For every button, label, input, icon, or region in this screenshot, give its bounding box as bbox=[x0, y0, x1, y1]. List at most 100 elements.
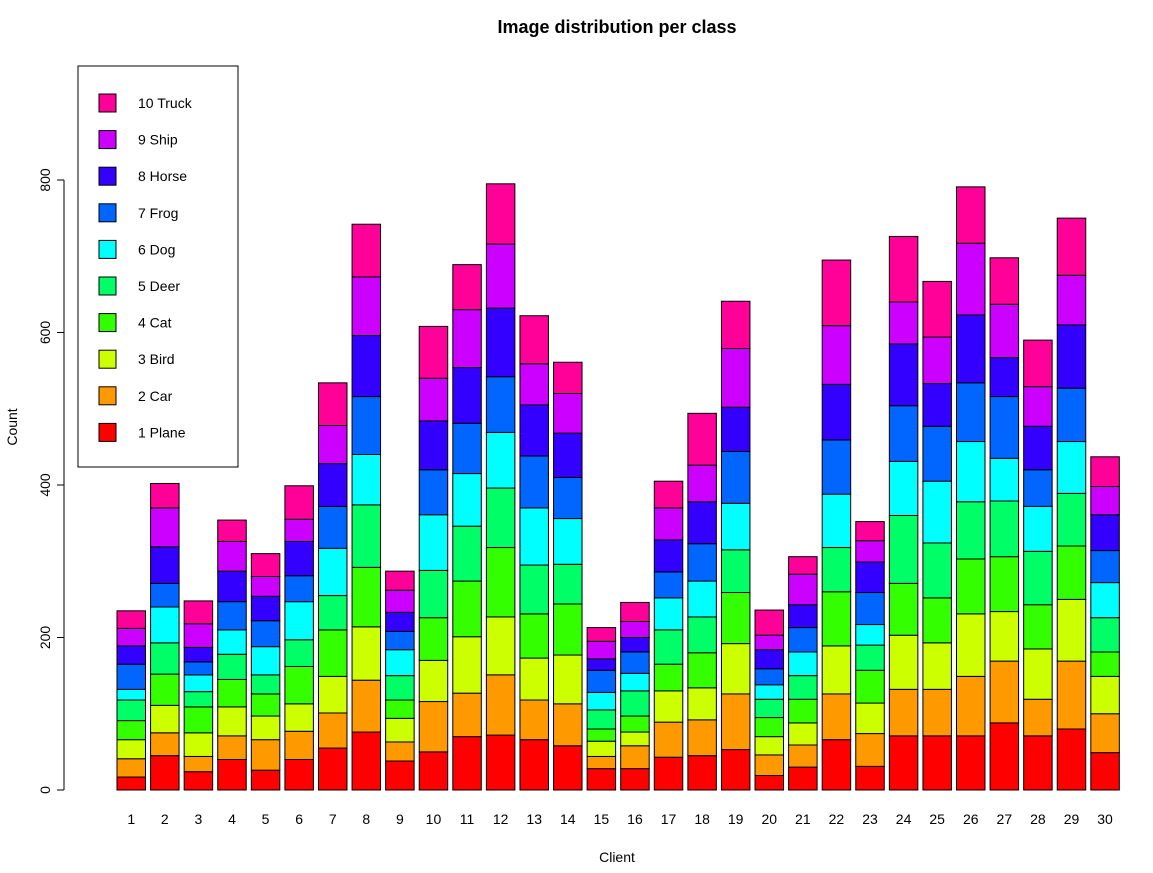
bar-segment-7-frog bbox=[788, 627, 818, 653]
bar-segment-9-ship bbox=[989, 303, 1020, 359]
bar-segment-6-dog bbox=[553, 518, 583, 565]
bar-segment-5-deer bbox=[250, 674, 281, 695]
bar-segment-7-frog bbox=[553, 476, 583, 520]
bar-segment-4-cat bbox=[250, 693, 281, 717]
bar-segment-9-ship bbox=[150, 507, 180, 548]
bar-segment-6-dog bbox=[385, 649, 415, 677]
bar-segment-8-horse bbox=[284, 540, 314, 577]
bar-segment-5-deer bbox=[284, 639, 314, 667]
bar-segment-6-dog bbox=[687, 580, 717, 618]
bar-segment-7-frog bbox=[217, 601, 247, 631]
bar-segment-10-truck bbox=[922, 280, 952, 338]
bar-segment-10-truck bbox=[788, 556, 818, 575]
bar-segment-4-cat bbox=[620, 715, 650, 733]
bar-segment-4-cat bbox=[217, 678, 247, 708]
bar-segment-5-deer bbox=[317, 595, 348, 631]
y-axis-label: Count bbox=[4, 408, 20, 445]
bar-segment-6-dog bbox=[620, 672, 650, 692]
x-tick-label: 24 bbox=[896, 811, 912, 827]
legend-entry-label: 8 Horse bbox=[138, 168, 187, 184]
bar-segment-10-truck bbox=[620, 601, 650, 622]
bar-segment-6-dog bbox=[485, 431, 516, 489]
bar-segment-2-car bbox=[989, 660, 1020, 724]
bar-segment-4-cat bbox=[1056, 545, 1087, 600]
x-axis-label: Client bbox=[599, 849, 635, 865]
bar-segment-8-horse bbox=[1090, 514, 1120, 552]
bar-segment-10-truck bbox=[855, 521, 885, 542]
bar-segment-10-truck bbox=[1056, 217, 1087, 276]
bar-segment-5-deer bbox=[519, 564, 549, 615]
x-tick-label: 18 bbox=[694, 811, 710, 827]
chart-title: Image distribution per class bbox=[497, 17, 736, 37]
bar-segment-10-truck bbox=[1023, 339, 1053, 388]
bar-segment-4-cat bbox=[720, 592, 751, 645]
bar-segment-8-horse bbox=[250, 595, 281, 622]
x-tick-label: 15 bbox=[594, 811, 610, 827]
bar-segment-5-deer bbox=[855, 644, 885, 671]
bar-segment-9-ship bbox=[250, 576, 281, 597]
bar-segment-6-dog bbox=[888, 460, 919, 516]
bar-segment-8-horse bbox=[385, 611, 415, 632]
bar-segment-9-ship bbox=[687, 464, 717, 503]
bar-segment-5-deer bbox=[418, 569, 449, 619]
bar-segment-9-ship bbox=[653, 507, 684, 541]
bar-segment-8-horse bbox=[855, 561, 885, 594]
bar-segment-1-plane bbox=[385, 760, 415, 791]
bar-segment-7-frog bbox=[720, 450, 751, 504]
bar-segment-1-plane bbox=[418, 751, 449, 791]
bar-segment-2-car bbox=[821, 693, 852, 741]
bar-segment-3-bird bbox=[553, 654, 583, 705]
bar-segment-10-truck bbox=[1090, 456, 1120, 488]
bar-segment-9-ship bbox=[485, 243, 516, 309]
bar-segment-3-bird bbox=[418, 659, 449, 703]
bar-segment-5-deer bbox=[888, 515, 919, 584]
bar-segment-1-plane bbox=[1023, 735, 1053, 791]
bar-segment-2-car bbox=[418, 701, 449, 753]
bar-segment-9-ship bbox=[821, 325, 852, 385]
bar-segment-2-car bbox=[922, 688, 952, 737]
bar-segment-8-horse bbox=[620, 637, 650, 653]
bar-segment-7-frog bbox=[385, 630, 415, 651]
legend-entry-label: 9 Ship bbox=[138, 132, 178, 148]
bar-segment-7-frog bbox=[183, 661, 214, 676]
bar-segment-7-frog bbox=[418, 469, 449, 516]
bar-segment-9-ship bbox=[385, 589, 415, 613]
bar-segment-6-dog bbox=[519, 507, 549, 566]
bar-segment-7-frog bbox=[956, 382, 986, 443]
bar-segment-2-car bbox=[687, 719, 717, 757]
bar-segment-10-truck bbox=[351, 223, 382, 278]
legend-swatch bbox=[98, 93, 117, 113]
bar-segment-1-plane bbox=[317, 747, 348, 791]
bar-segment-10-truck bbox=[720, 300, 751, 350]
bar-segment-7-frog bbox=[855, 592, 885, 626]
bar-segment-9-ship bbox=[720, 348, 751, 408]
bar-segment-5-deer bbox=[485, 487, 516, 549]
bar-segment-8-horse bbox=[1056, 324, 1087, 389]
y-tick-label: 400 bbox=[37, 473, 53, 497]
bar-segment-8-horse bbox=[183, 646, 214, 663]
bar-segment-3-bird bbox=[687, 687, 717, 721]
bar-segment-5-deer bbox=[150, 642, 180, 675]
bar-segment-1-plane bbox=[956, 735, 986, 791]
bar-segment-3-bird bbox=[620, 731, 650, 747]
bar-segment-4-cat bbox=[351, 566, 382, 628]
bar-segment-5-deer bbox=[217, 653, 247, 680]
bar-segment-10-truck bbox=[284, 485, 314, 520]
y-tick-label: 800 bbox=[37, 168, 53, 192]
x-tick-label: 23 bbox=[862, 811, 878, 827]
bar-segment-8-horse bbox=[418, 420, 449, 471]
bar-segment-6-dog bbox=[1056, 441, 1087, 494]
bar-segment-8-horse bbox=[956, 314, 986, 384]
bar-segment-3-bird bbox=[922, 642, 952, 690]
x-tick-label: 10 bbox=[426, 811, 442, 827]
bar-segment-9-ship bbox=[956, 242, 986, 316]
x-tick-label: 1 bbox=[127, 811, 135, 827]
bar-segment-1-plane bbox=[217, 759, 247, 791]
bar-segment-7-frog bbox=[989, 396, 1020, 459]
x-tick-label: 11 bbox=[460, 811, 475, 827]
bar-segment-1-plane bbox=[150, 755, 180, 791]
bar-segment-5-deer bbox=[586, 709, 617, 730]
bar-segment-4-cat bbox=[1023, 604, 1053, 650]
bar-segment-2-car bbox=[183, 755, 214, 773]
bar-segment-4-cat bbox=[788, 698, 818, 724]
